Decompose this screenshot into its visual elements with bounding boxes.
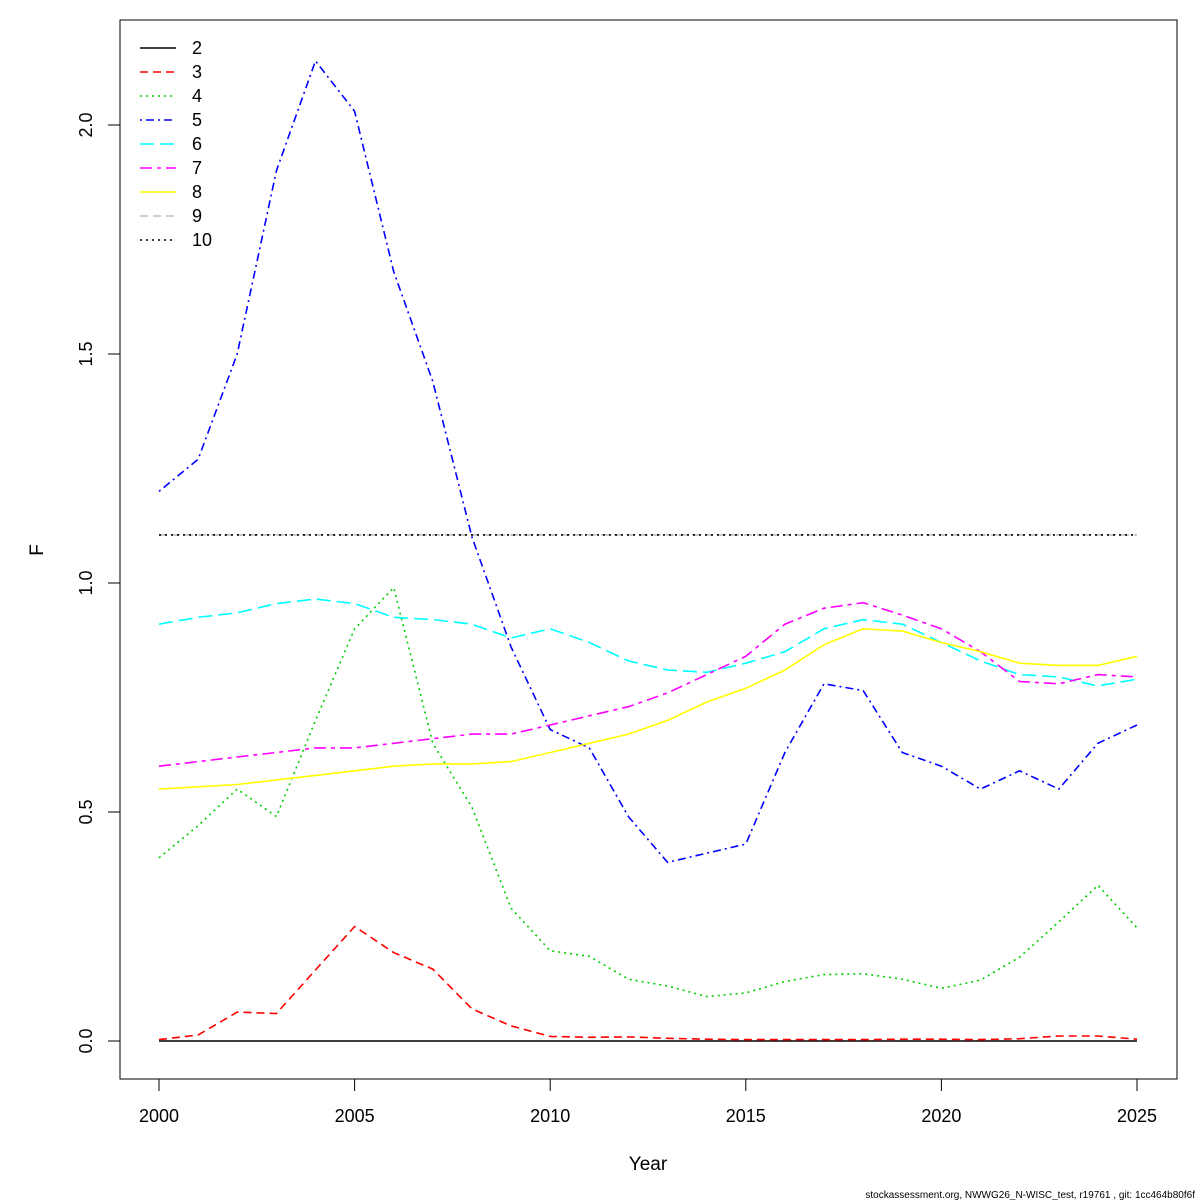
legend-label-5: 5 [192, 110, 202, 130]
x-tick-label: 2010 [530, 1106, 570, 1126]
x-tick-label: 2025 [1117, 1106, 1157, 1126]
y-axis: 0.0 0.5 1.0 1.5 2.0 [76, 112, 121, 1054]
series-line-5 [158, 59, 1138, 864]
legend-label-4: 4 [192, 86, 202, 106]
series-line-7 [158, 601, 1138, 767]
series-layer [158, 59, 1138, 1042]
x-tick-label: 2020 [921, 1106, 961, 1126]
x-axis: 2000 2005 2010 2015 2020 2025 [139, 1078, 1157, 1126]
plot-frame [119, 19, 1178, 1080]
legend: 2 3 4 5 6 7 8 9 10 [140, 38, 212, 250]
legend-label-3: 3 [192, 62, 202, 82]
legend-label-10: 10 [192, 230, 212, 250]
footer-caption: stockassessment.org, NWWG26_N-WISC_test,… [865, 1190, 1195, 1200]
legend-label-6: 6 [192, 134, 202, 154]
legend-label-9: 9 [192, 206, 202, 226]
legend-label-2: 2 [192, 38, 202, 58]
legend-label-8: 8 [192, 182, 202, 202]
x-tick-label: 2015 [726, 1106, 766, 1126]
y-axis-title: F [27, 544, 48, 556]
x-axis-title: Year [629, 1154, 668, 1175]
series-line-4 [158, 585, 1138, 998]
y-tick-label: 2.0 [76, 112, 96, 137]
series-line-6 [158, 598, 1138, 687]
y-tick-label: 0.5 [76, 799, 96, 824]
x-tick-label: 2000 [139, 1106, 179, 1126]
y-tick-label: 1.5 [76, 341, 96, 366]
y-tick-label: 1.0 [76, 570, 96, 595]
x-tick-label: 2005 [335, 1106, 375, 1126]
series-line-8 [158, 627, 1138, 790]
y-tick-label: 0.0 [76, 1028, 96, 1053]
legend-label-7: 7 [192, 158, 202, 178]
